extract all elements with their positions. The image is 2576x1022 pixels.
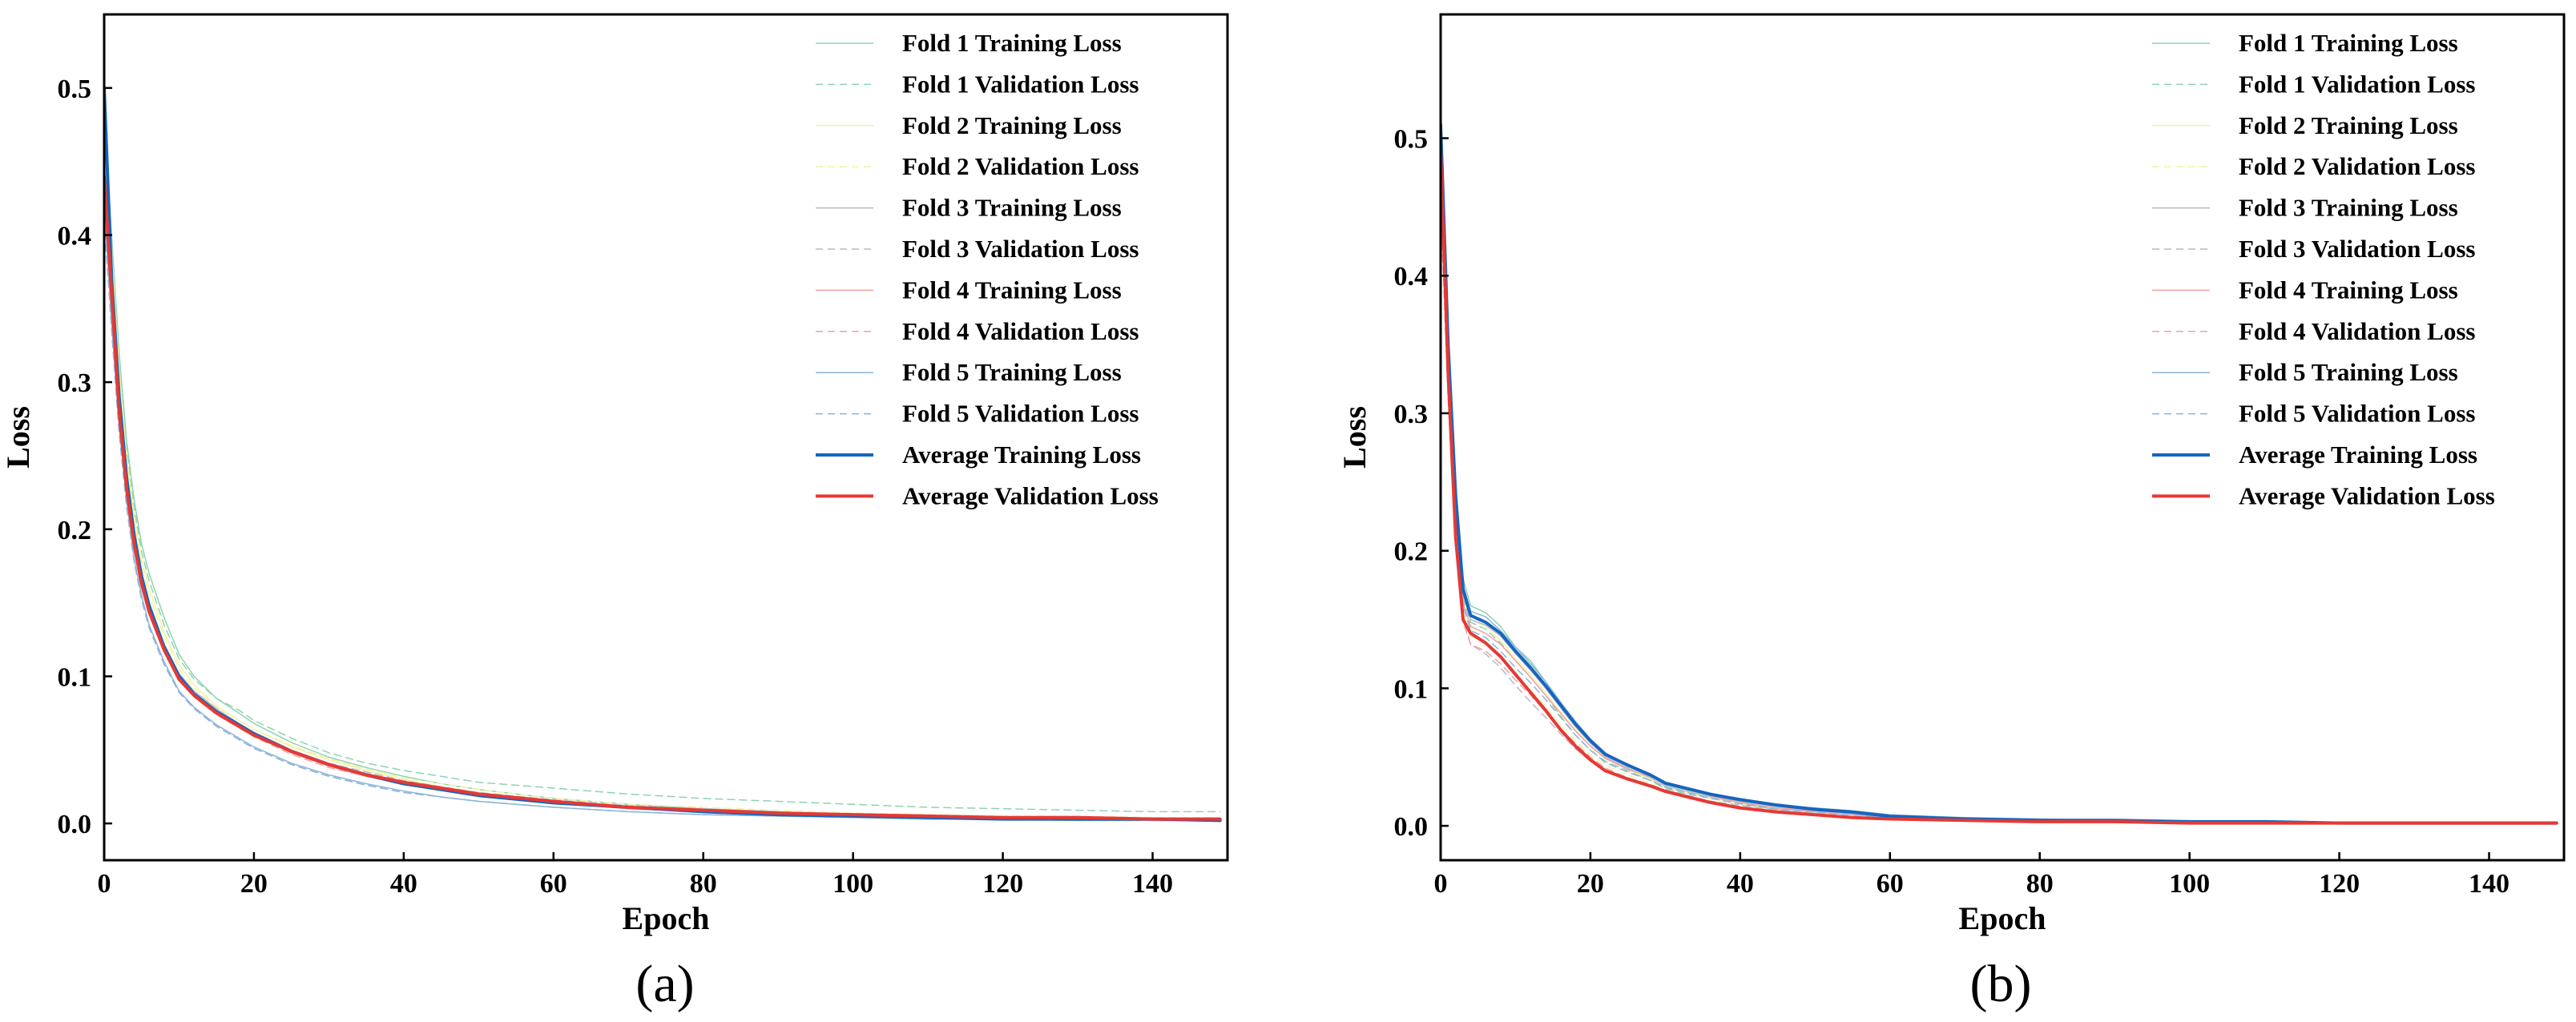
- y-tick-label: 0.0: [58, 810, 92, 839]
- series-line-average-validation-loss: [104, 175, 1222, 821]
- y-tick-label: 0.1: [58, 662, 92, 692]
- legend-label: Fold 5 Training Loss: [902, 358, 1122, 386]
- legend-label: Fold 3 Training Loss: [902, 194, 1122, 222]
- x-tick-label: 140: [2469, 869, 2509, 899]
- legend: Fold 1 Training Loss Fold 1 Validation Lo…: [2152, 29, 2495, 509]
- legend-label: Fold 5 Training Loss: [2239, 358, 2458, 386]
- panel-caption: (a): [635, 955, 694, 1013]
- x-tick-label: 80: [690, 869, 717, 899]
- x-tick-label: 20: [1577, 869, 1604, 899]
- legend-label: Fold 1 Validation Loss: [2239, 70, 2475, 98]
- x-tick-label: 60: [540, 869, 567, 899]
- legend-label: Average Training Loss: [2239, 441, 2477, 469]
- x-tick-label: 100: [832, 869, 873, 899]
- y-tick-label: 0.0: [1394, 812, 1429, 842]
- legend-label: Fold 1 Validation Loss: [902, 70, 1139, 98]
- series-line-fold-2-validation-loss: [104, 160, 1221, 819]
- x-tick-label: 60: [1877, 869, 1904, 899]
- y-tick-label: 0.4: [58, 221, 92, 251]
- y-tick-label: 0.3: [58, 368, 92, 398]
- legend-label: Fold 1 Training Loss: [2239, 29, 2458, 57]
- x-tick-label: 140: [1132, 869, 1173, 899]
- legend-label: Average Validation Loss: [902, 481, 1159, 509]
- x-axis-label: Epoch: [1959, 900, 2046, 936]
- legend-label: Fold 2 Validation Loss: [902, 152, 1139, 180]
- y-tick-label: 0.4: [1394, 262, 1429, 292]
- x-tick-label: 80: [2026, 869, 2054, 899]
- x-axis-label: Epoch: [623, 900, 710, 936]
- y-tick-label: 0.1: [1394, 674, 1429, 704]
- series-line-fold-5-validation-loss: [104, 219, 1221, 822]
- series-line-fold-5-validation-loss: [1441, 165, 2558, 824]
- plot-area: [1441, 123, 2558, 825]
- y-tick-label: 0.5: [58, 74, 92, 104]
- y-tick-label: 0.3: [1394, 400, 1429, 429]
- x-tick-label: 20: [240, 869, 268, 899]
- x-tick-label: 40: [1727, 869, 1754, 899]
- axes-frame: [103, 13, 1229, 862]
- panel-b: 0 20 40 60 80 100 120 140 0.0 0.1 0.2 0.3 0.4 0.5 Epoc…: [1336, 13, 2566, 1013]
- legend-label: Fold 3 Validation Loss: [2239, 235, 2475, 263]
- series-line-average-validation-loss: [1441, 150, 2558, 825]
- legend-label: Fold 4 Validation Loss: [2239, 317, 2475, 345]
- panel-a: 0 20 40 60 80 100 120 140 0.0 0.1 0.2 0.3 0.4 0.5 Epoc…: [0, 13, 1229, 1013]
- x-tick-label: 100: [2169, 869, 2210, 899]
- legend-label: Average Validation Loss: [2239, 481, 2495, 509]
- y-tick-label: 0.2: [1394, 537, 1429, 567]
- panel-caption: (b): [1970, 955, 2032, 1013]
- x-tick-label: 120: [982, 869, 1023, 899]
- series-line-average-training-loss: [1441, 123, 2558, 825]
- legend: Fold 1 Training Loss Fold 1 Validation Lo…: [816, 29, 1159, 509]
- legend-label: Fold 4 Validation Loss: [902, 317, 1139, 345]
- legend-label: Fold 3 Validation Loss: [902, 235, 1139, 263]
- legend-label: Fold 2 Validation Loss: [2239, 152, 2475, 180]
- series-line-fold-1-validation-loss: [104, 131, 1221, 813]
- legend-label: Fold 5 Validation Loss: [902, 400, 1139, 428]
- y-axis-label: Loss: [0, 406, 36, 469]
- legend-label: Fold 4 Training Loss: [902, 276, 1122, 304]
- legend-label: Fold 4 Training Loss: [2239, 276, 2458, 304]
- legend-label: Fold 2 Training Loss: [902, 111, 1122, 139]
- legend-label: Average Training Loss: [902, 441, 1141, 469]
- x-tick-label: 0: [98, 869, 111, 899]
- y-axis-label: Loss: [1336, 406, 1373, 469]
- legend-label: Fold 1 Training Loss: [902, 29, 1122, 57]
- x-tick-label: 40: [390, 869, 417, 899]
- y-tick-label: 0.5: [1394, 125, 1429, 155]
- legend-label: Fold 3 Training Loss: [2239, 194, 2458, 222]
- x-tick-label: 120: [2319, 869, 2360, 899]
- x-tick-label: 0: [1434, 869, 1448, 899]
- legend-label: Fold 5 Validation Loss: [2239, 400, 2475, 428]
- axes-frame: [1439, 13, 2566, 862]
- plot-area: [104, 86, 1222, 823]
- y-tick-label: 0.2: [58, 516, 92, 545]
- legend-label: Fold 2 Training Loss: [2239, 111, 2458, 139]
